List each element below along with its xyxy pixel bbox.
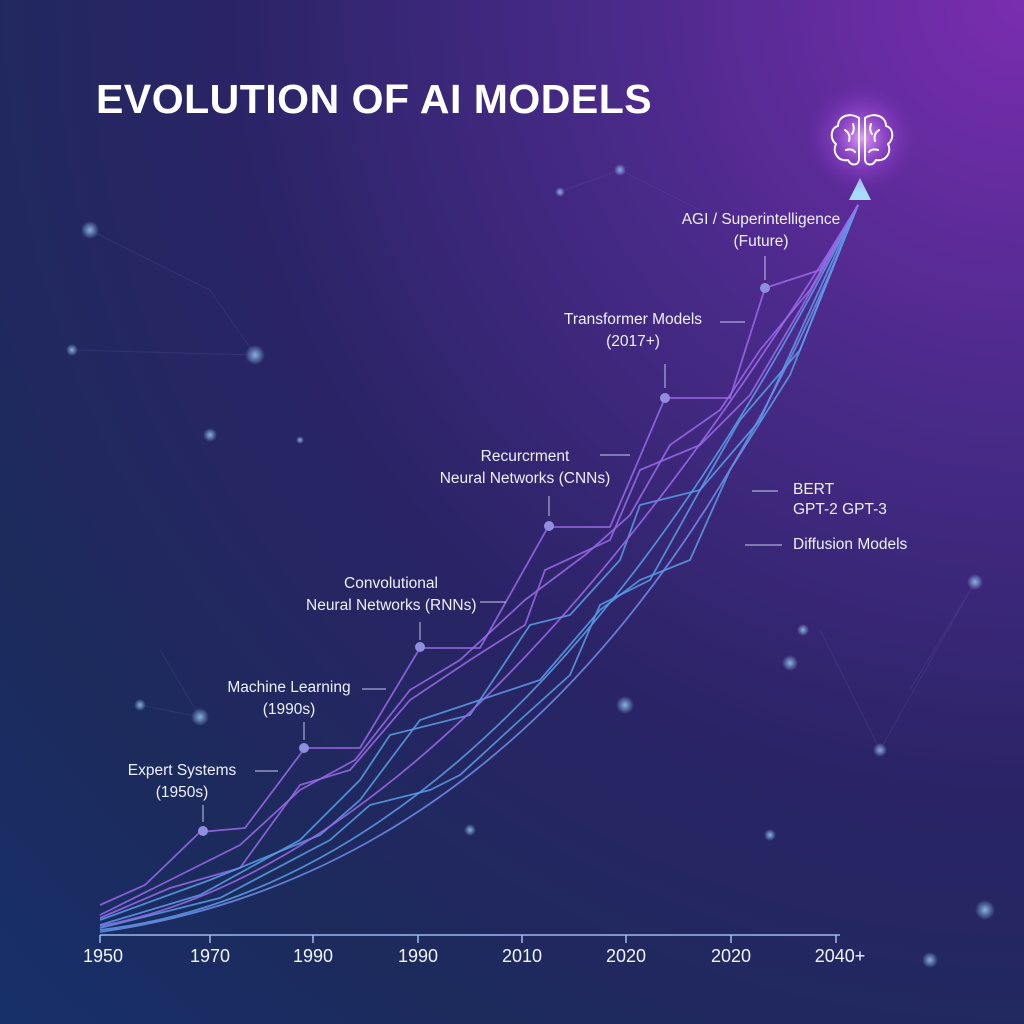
x-tick-label: 1970 — [189, 946, 231, 966]
milestone-convolutional-name: Convolutional — [344, 575, 438, 592]
curve-line-4 — [99, 204, 859, 926]
milestone-convolutional: Convolutional Neural Networks (RNNs) — [306, 573, 477, 617]
milestone-machine-learning: Machine Learning (1990s) — [214, 677, 364, 721]
x-tick-label: 2020 — [710, 946, 752, 966]
curve-line-5 — [99, 204, 859, 921]
milestone-node-6 — [760, 283, 770, 293]
background-particles — [66, 164, 995, 968]
background-network — [71, 169, 976, 752]
milestone-agi: AGI / Superintelligence (Future) — [676, 209, 846, 253]
curve-line-7 — [99, 204, 859, 931]
label-bert: BERT — [793, 481, 835, 498]
curve-line-1 — [99, 204, 859, 906]
curve-line-8 — [99, 204, 859, 933]
page-title: EVOLUTION OF AI MODELS — [96, 76, 653, 122]
brain-glow — [807, 83, 917, 193]
milestone-node-4 — [544, 521, 554, 531]
brain-icon — [830, 114, 894, 166]
milestone-node-2 — [299, 743, 309, 753]
milestone-transformer-name: Transformer Models — [563, 311, 703, 328]
label-diffusion: Diffusion Models — [793, 536, 908, 553]
milestone-recurrent: Recurcrment Neural Networks (CNNs) — [430, 446, 620, 490]
x-axis-tick-marks — [99, 935, 837, 943]
milestone-convolutional-detail: Neural Networks (RNNs) — [306, 597, 477, 614]
milestone-machine-learning-period: (1990s) — [262, 701, 316, 718]
milestone-node-3 — [415, 642, 425, 652]
x-tick-label: 2020 — [605, 946, 647, 966]
milestone-transformer: Transformer Models (2017+) — [553, 309, 713, 353]
milestone-agi-name: AGI / Superintelligence — [681, 211, 841, 228]
milestone-expert-systems-period: (1950s) — [155, 784, 209, 801]
milestone-agi-period: (Future) — [733, 233, 789, 250]
milestone-expert-systems: Expert Systems (1950s) — [112, 760, 252, 804]
curve-line-2 — [99, 204, 859, 916]
model-curves — [99, 204, 859, 933]
label-gpt: GPT-2 GPT-3 — [793, 501, 887, 518]
x-tick-label: 1990 — [292, 946, 334, 966]
milestone-recurrent-detail: Neural Networks (CNNs) — [439, 470, 611, 487]
milestone-node-5 — [660, 393, 670, 403]
milestone-machine-learning-name: Machine Learning — [227, 679, 351, 696]
milestone-recurrent-name: Recurcrment — [480, 448, 570, 465]
curve-line-3 — [99, 204, 859, 919]
milestone-connectors — [198, 256, 782, 836]
x-tick-label: 2040+ — [814, 946, 866, 966]
milestone-expert-systems-name: Expert Systems — [127, 762, 237, 779]
curve-line-9 — [99, 204, 859, 927]
x-tick-label: 1950 — [82, 946, 124, 966]
x-tick-label: 2010 — [501, 946, 543, 966]
curve-line-6 — [99, 204, 859, 929]
milestone-node-1 — [198, 826, 208, 836]
x-tick-label: 1990 — [397, 946, 439, 966]
milestone-transformer-period: (2017+) — [606, 333, 660, 350]
